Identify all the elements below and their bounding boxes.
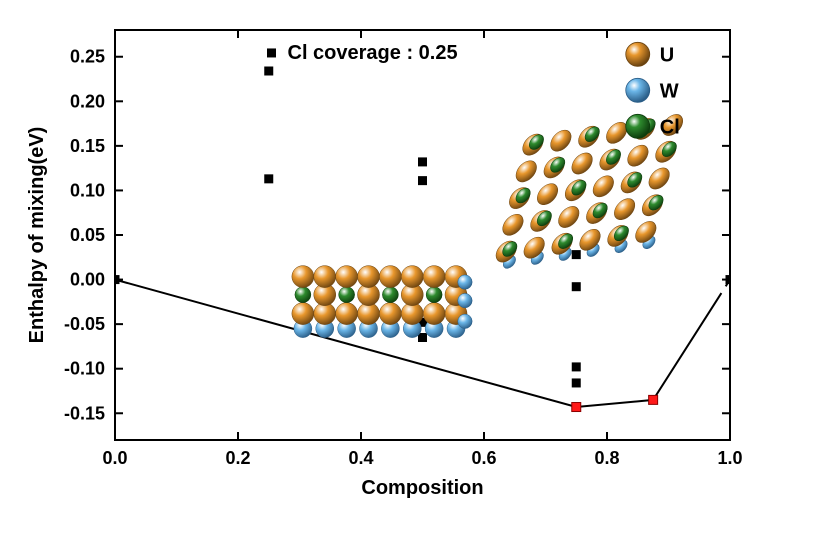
ytick-label: 0.25 bbox=[70, 47, 105, 67]
ytick-label: -0.15 bbox=[64, 403, 105, 423]
ytick-label: -0.10 bbox=[64, 359, 105, 379]
scatter-point bbox=[418, 157, 427, 166]
scatter-point bbox=[264, 67, 273, 76]
ytick-label: 0.10 bbox=[70, 180, 105, 200]
xtick-label: 0.8 bbox=[594, 448, 619, 468]
scatter-point bbox=[264, 174, 273, 183]
x-axis-label: Composition bbox=[361, 477, 483, 499]
legend-swatch bbox=[626, 42, 650, 66]
scatter-point bbox=[572, 378, 581, 387]
hull-vertex bbox=[649, 395, 658, 404]
scatter-point bbox=[572, 282, 581, 291]
hull-vertex bbox=[572, 403, 581, 412]
scatter-point bbox=[726, 275, 735, 284]
title-marker bbox=[267, 48, 276, 57]
legend-label: U bbox=[660, 44, 674, 66]
ytick-label: 0.15 bbox=[70, 136, 105, 156]
xtick-label: 0.2 bbox=[225, 448, 250, 468]
xtick-label: 0.4 bbox=[348, 448, 373, 468]
ytick-label: 0.05 bbox=[70, 225, 105, 245]
inset-top-view bbox=[492, 113, 687, 271]
xtick-label: 1.0 bbox=[717, 448, 742, 468]
legend-swatch bbox=[626, 78, 650, 102]
scatter-point bbox=[111, 275, 120, 284]
scatter-point bbox=[418, 176, 427, 185]
chart-title: Cl coverage : 0.25 bbox=[288, 42, 458, 64]
scatter-point bbox=[572, 250, 581, 259]
legend-swatch bbox=[626, 114, 650, 138]
enthalpy-chart: 0.0 0.2 0.4 0.6 0.8 1.0 -0.15 -0.10 -0.05 0.00 0.0… bbox=[0, 0, 813, 546]
ytick-label: -0.05 bbox=[64, 314, 105, 334]
legend-label: Cl bbox=[660, 116, 680, 138]
y-axis-label: Enthalpy of mixing(eV) bbox=[26, 127, 48, 344]
legend-label: W bbox=[660, 80, 679, 102]
scatter-point bbox=[572, 362, 581, 371]
ytick-label: 0.20 bbox=[70, 91, 105, 111]
inset-side-view bbox=[292, 266, 472, 338]
xtick-label: 0.6 bbox=[471, 448, 496, 468]
xtick-label: 0.0 bbox=[102, 448, 127, 468]
chart-container: 0.0 0.2 0.4 0.6 0.8 1.0 -0.15 -0.10 -0.05 0.00 0.0… bbox=[0, 0, 813, 546]
ytick-label: 0.00 bbox=[70, 270, 105, 290]
